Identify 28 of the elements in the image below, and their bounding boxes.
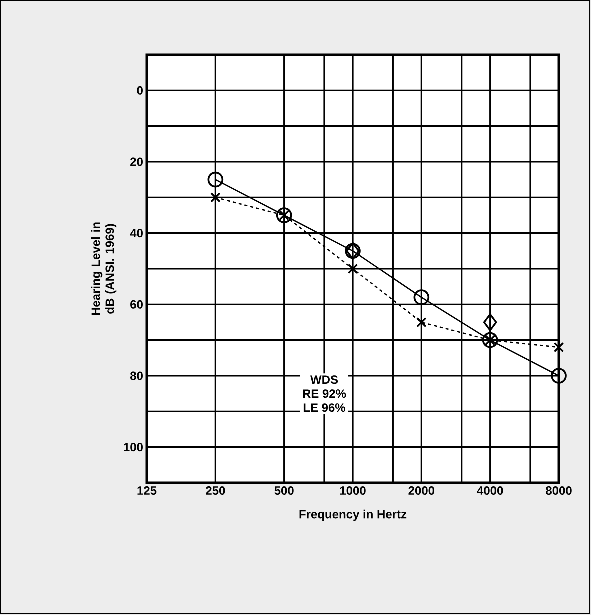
- point: [483, 314, 498, 332]
- y-tick-label: 60: [130, 300, 143, 309]
- point: [276, 208, 292, 224]
- annotation: LE 96%: [304, 404, 346, 412]
- point: [551, 368, 567, 384]
- point: [416, 317, 427, 328]
- y-tick-label: 40: [130, 229, 143, 238]
- y-tick-label: 80: [130, 372, 143, 380]
- x-tick-label: 500: [274, 486, 294, 496]
- x-tick-label: 125: [138, 486, 157, 496]
- point: [482, 332, 498, 348]
- annotation: WDS: [310, 376, 338, 384]
- point: [554, 342, 564, 353]
- x-tick-label: 8000: [546, 486, 572, 496]
- y-tick-label: 100: [124, 443, 143, 452]
- y-tick-label: 20: [130, 158, 143, 166]
- x-tick-label: 1000: [340, 486, 366, 496]
- x-tick-label: 2000: [408, 486, 435, 496]
- point: [210, 192, 221, 203]
- point: [208, 172, 224, 188]
- y-axis-title: Hearing Level in dB (ANSI. 1969): [91, 222, 117, 316]
- x-axis-title: Frequency in Hertz: [300, 510, 407, 522]
- y-tick-label: 0: [137, 86, 143, 95]
- point: [348, 264, 358, 274]
- x-tick-label: 250: [206, 486, 226, 496]
- annotation: RE 92%: [303, 390, 346, 398]
- point: [414, 290, 430, 306]
- x-tick-label: 4000: [477, 486, 504, 496]
